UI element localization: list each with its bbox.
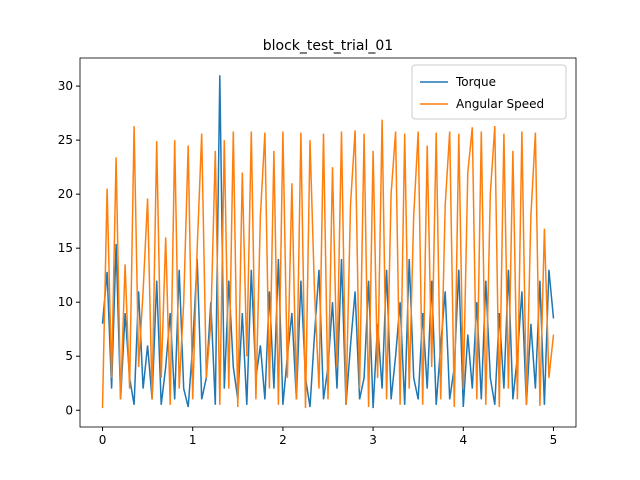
y-tick-label: 15	[58, 241, 73, 255]
plot-frame	[79, 57, 577, 428]
line-series	[101, 119, 555, 409]
y-tick-label: 10	[58, 295, 73, 309]
y-tick-label: 25	[58, 133, 73, 147]
legend-box	[411, 64, 567, 120]
legend: Torque Angular Speed	[411, 64, 567, 120]
chart-title: block_test_trial_01	[263, 38, 393, 54]
y-tick-label: 0	[65, 403, 73, 417]
y-tick-label: 30	[58, 79, 73, 93]
x-tick-label: 0	[99, 433, 107, 447]
x-tick-label: 3	[369, 433, 377, 447]
legend-label: Torque	[455, 75, 496, 89]
x-tick-label: 2	[279, 433, 287, 447]
x-tick-label: 5	[550, 433, 558, 447]
y-tick-label: 5	[65, 349, 73, 363]
x-tick-label: 1	[189, 433, 197, 447]
x-tick-label: 4	[459, 433, 467, 447]
legend-label: Angular Speed	[456, 97, 544, 111]
y-tick-label: 20	[58, 187, 73, 201]
